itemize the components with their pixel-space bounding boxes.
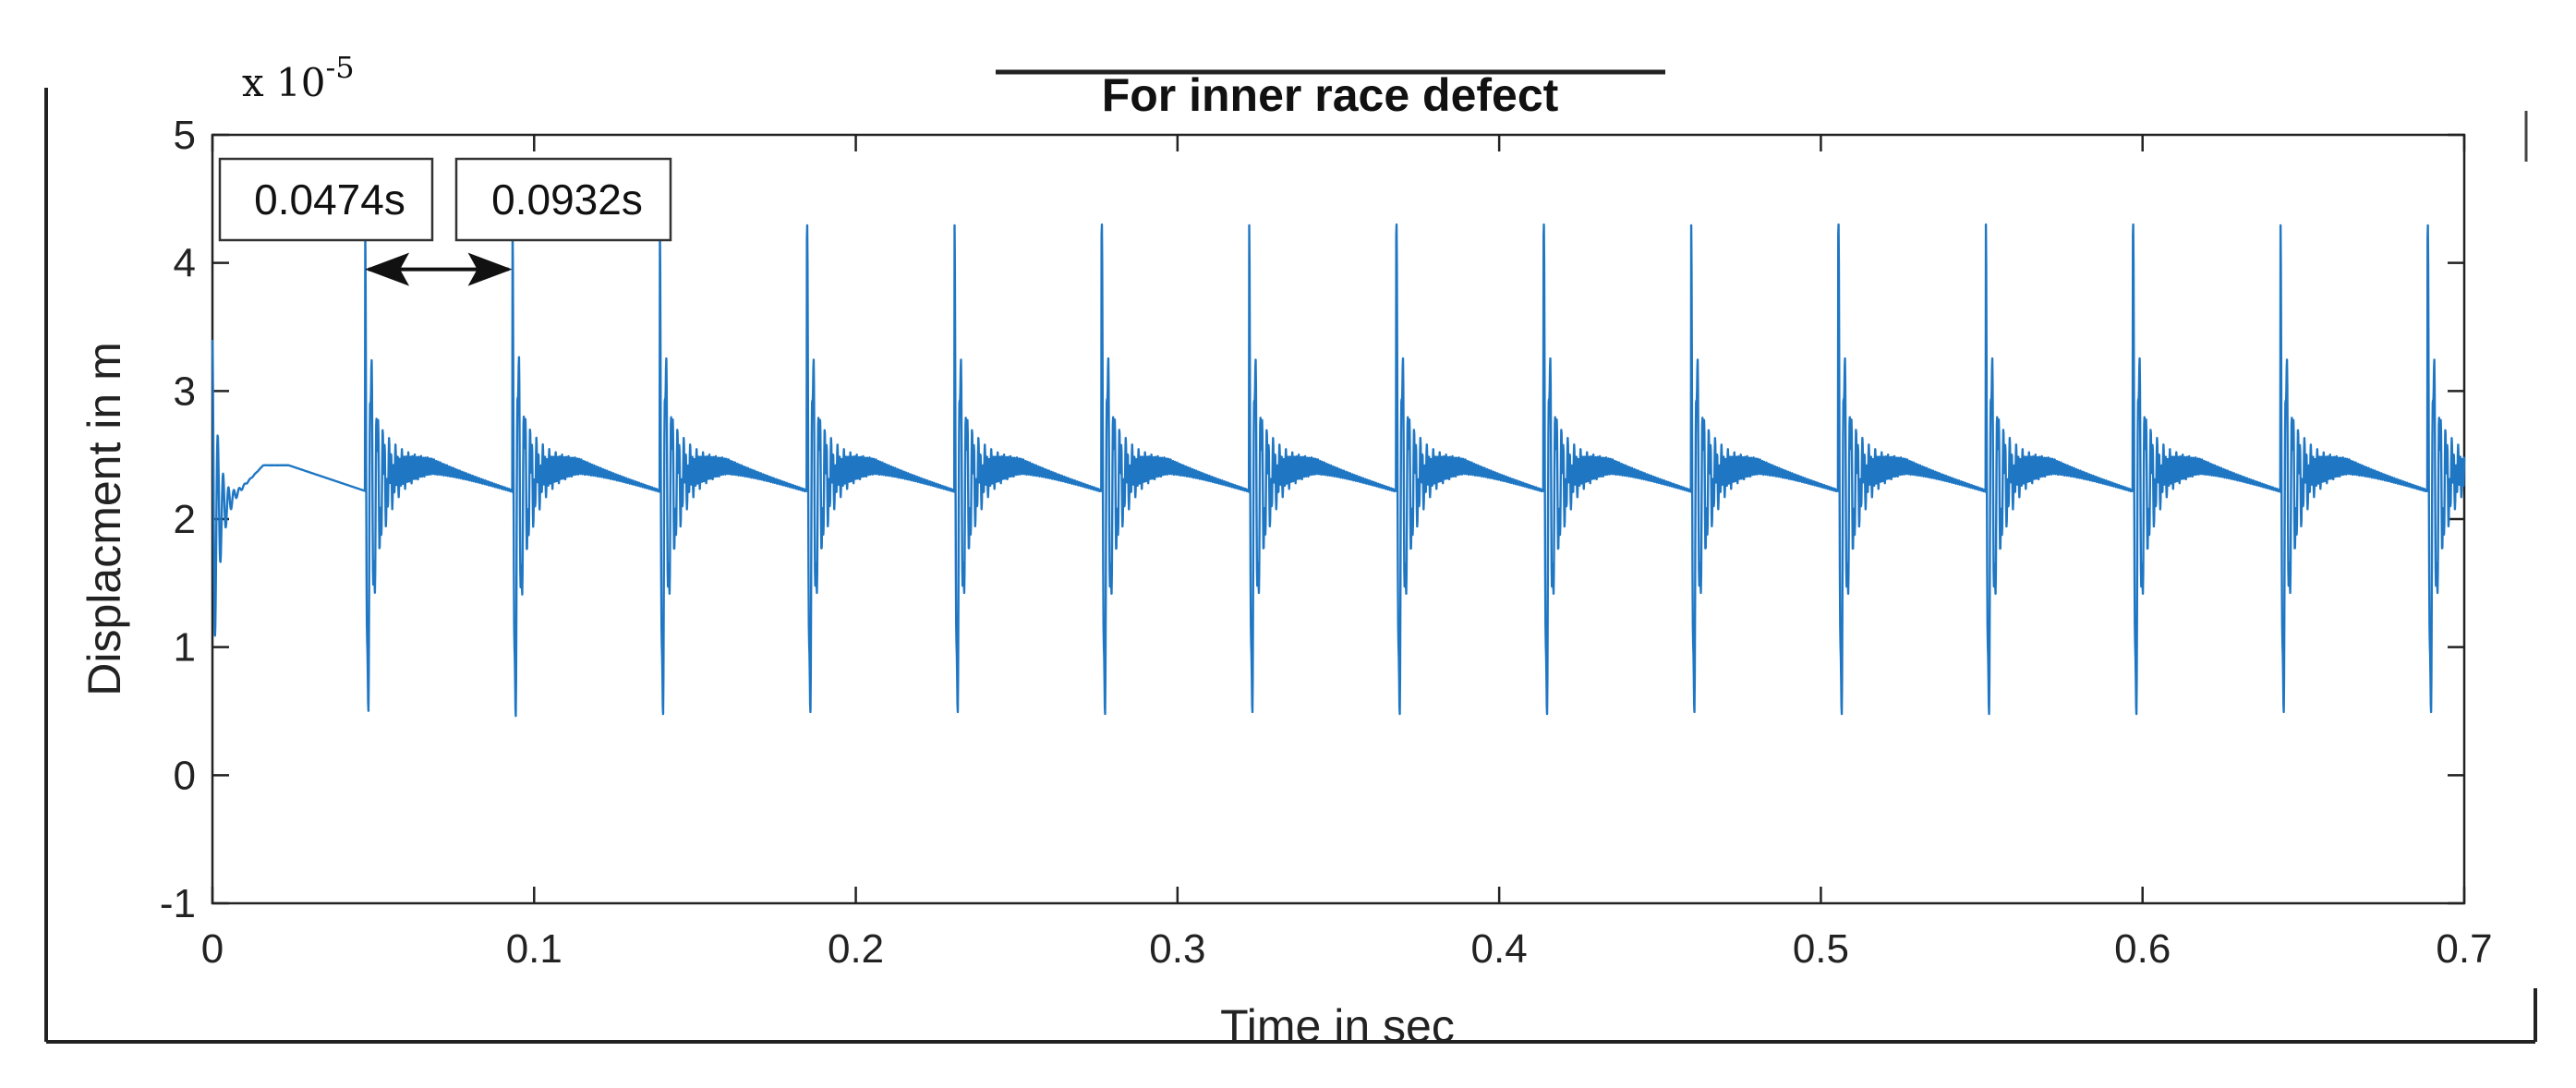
annotation-box	[218, 157, 434, 242]
y-tick-label: 5	[174, 113, 196, 158]
y-multiplier-base: x 10	[242, 60, 325, 105]
arrow-head-right	[467, 252, 513, 286]
x-axis-label: Time in sec	[1220, 1000, 1455, 1052]
y-multiplier: x 10-5	[242, 50, 355, 105]
arrow-head-left	[365, 252, 410, 286]
chart-title: For inner race defect	[1102, 69, 1559, 121]
signal-series	[211, 223, 2466, 718]
y-tick-label: -1	[160, 881, 196, 926]
x-tick-label: 0.6	[2114, 926, 2171, 972]
annotations: 0.0474s 0.0932s	[218, 157, 672, 242]
signal-line	[211, 223, 2466, 718]
x-axis-ticks: 0 0.1 0.2 0.3 0.4 0.5 0.6 0.7	[201, 135, 2493, 972]
x-tick-label: 0.1	[506, 926, 562, 972]
annotation-box	[454, 157, 672, 242]
x-tick-label: 0.5	[1793, 926, 1849, 972]
annotation-label: 0.0474s	[254, 175, 405, 224]
y-tick-label: 3	[174, 369, 196, 414]
x-tick-label: 0	[201, 926, 224, 972]
y-tick-label: 4	[174, 241, 196, 286]
y-tick-label: 2	[174, 497, 196, 542]
x-tick-label: 0.3	[1149, 926, 1205, 972]
plot-area	[211, 133, 2466, 905]
x-tick-label: 0.7	[2436, 926, 2492, 972]
y-tick-label: 1	[174, 625, 196, 671]
y-axis-ticks: -1 0 1 2 3 4 5	[160, 113, 2464, 926]
period-arrow	[365, 252, 513, 286]
x-tick-label: 0.4	[1471, 926, 1528, 972]
annotation-label: 0.0932s	[491, 175, 643, 224]
x-tick-label: 0.2	[828, 926, 884, 972]
y-axis-label: Displacment in m	[79, 342, 130, 695]
y-multiplier-exponent: -5	[325, 50, 354, 85]
y-tick-label: 0	[174, 753, 196, 798]
